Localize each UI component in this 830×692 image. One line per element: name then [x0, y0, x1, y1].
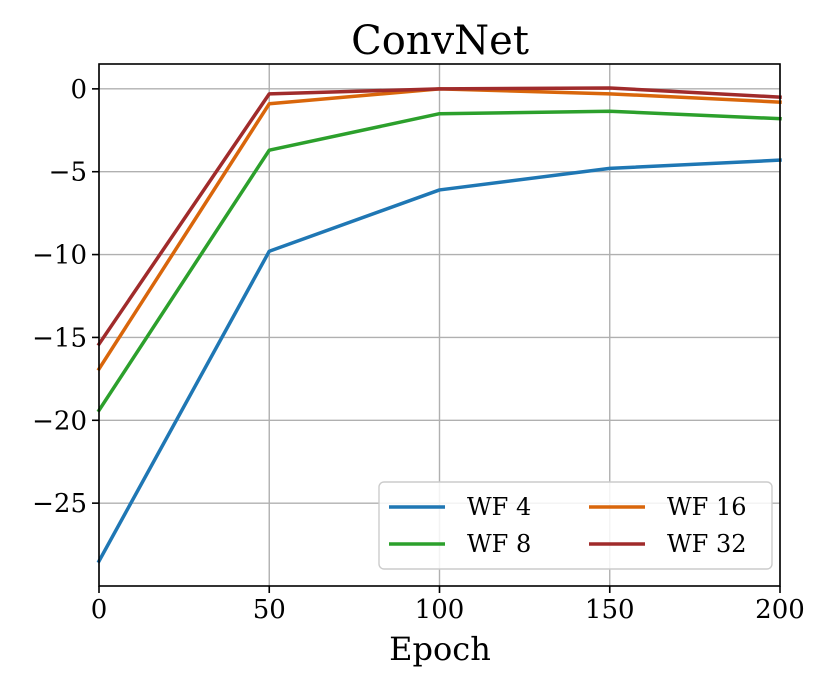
- x-tick-label: 50: [253, 595, 286, 625]
- y-tick-label: −5: [49, 158, 87, 188]
- y-tick-label: −10: [32, 241, 87, 271]
- axis-ticks: 0 50 100 150 200 0 −5 −10 −15 −20 −25: [32, 75, 805, 625]
- legend-label: WF 8: [467, 530, 531, 558]
- legend-box: [378, 481, 773, 570]
- x-tick-label: 0: [91, 595, 108, 625]
- y-tick-label: −25: [32, 489, 87, 519]
- series-line-wf-4: [96, 158, 782, 564]
- series-line-wf-8: [96, 109, 782, 413]
- series-line-wf-32: [96, 86, 782, 347]
- legend-label: WF 16: [667, 493, 747, 521]
- x-axis-label: Epoch: [389, 630, 491, 668]
- chart-title: ConvNet: [351, 18, 529, 64]
- series-lines: [96, 86, 782, 564]
- legend-label: WF 32: [667, 530, 747, 558]
- y-tick-label: 0: [70, 75, 87, 105]
- y-tick-label: −15: [32, 323, 87, 353]
- x-tick-label: 150: [585, 595, 635, 625]
- y-tick-label: −20: [32, 406, 87, 436]
- x-tick-label: 100: [415, 595, 465, 625]
- legend-label: WF 4: [467, 493, 531, 521]
- x-tick-label: 200: [755, 595, 805, 625]
- legend: WF 4 WF 8 WF 16 WF 32: [378, 481, 773, 570]
